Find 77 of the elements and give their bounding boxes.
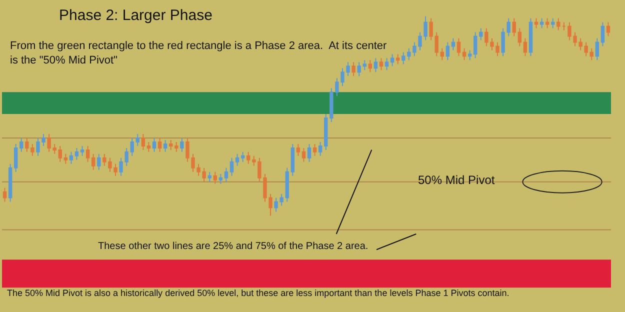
candlestick (307, 143, 312, 162)
candlestick (446, 42, 450, 61)
candlestick (14, 143, 18, 172)
candlestick (312, 143, 317, 156)
candlestick (352, 62, 356, 77)
candlestick (285, 167, 289, 202)
candlestick (368, 60, 372, 73)
candlestick (20, 137, 24, 152)
candlestick (600, 22, 605, 47)
text: These other two lines are 25% and 75% of the Phase 2 area. (98, 241, 368, 252)
candlestick (141, 133, 146, 150)
candlestick (58, 145, 62, 162)
candlestick (357, 62, 361, 77)
candlestick (551, 18, 555, 29)
candlestick (545, 18, 550, 29)
candlestick (213, 171, 218, 184)
candlestick (97, 153, 101, 170)
candlestick (562, 22, 566, 31)
candlestick (534, 18, 538, 29)
candlestick (362, 60, 366, 71)
candlestick (136, 133, 140, 146)
candlestick (208, 171, 212, 182)
candlestick (590, 48, 594, 61)
candlestick (540, 18, 544, 29)
candlestick (290, 143, 295, 176)
candlestick (474, 32, 478, 59)
candlestick (456, 38, 461, 57)
candlestick (174, 141, 178, 152)
candlestick (374, 58, 378, 73)
candlestick (69, 151, 74, 164)
candlestick (318, 141, 322, 156)
candlestick (80, 145, 84, 156)
candlestick (64, 153, 68, 164)
candlestick (384, 58, 389, 71)
chart-title: Phase 2: Larger Phase (59, 7, 212, 24)
candlestick (180, 137, 184, 152)
candlestick (462, 48, 466, 61)
candlestick (429, 18, 433, 41)
annotation: From the green rectangle to the red rectangle is a Phase 2 area. At its center is the "50% Mid Pivot" (10, 40, 387, 66)
candlestick (169, 139, 173, 150)
candlestick (396, 54, 400, 65)
candlestick (74, 147, 79, 160)
candlestick (556, 18, 560, 31)
candlestick (302, 147, 306, 162)
ref-line-label: 50% Mid Pivot (418, 173, 496, 187)
candlestick (379, 58, 384, 71)
candlestick (152, 137, 156, 152)
candlestick (479, 28, 483, 41)
candlestick (230, 157, 234, 176)
candlestick (451, 38, 456, 51)
candlestick (2, 187, 7, 202)
candlestick (528, 18, 533, 57)
candlestick (235, 153, 240, 166)
candlestick (158, 137, 162, 152)
candlestick (240, 151, 245, 162)
candlestick (130, 137, 134, 156)
candlestick (86, 145, 90, 162)
candlestick (324, 114, 328, 150)
candlestick (440, 48, 444, 61)
candlestick (390, 54, 394, 67)
candlestick (402, 52, 406, 65)
candlestick (518, 28, 522, 47)
candlestick (163, 139, 168, 152)
candlestick (434, 32, 438, 57)
candlestick (8, 163, 12, 202)
candlestick (595, 38, 600, 61)
candlestick (224, 167, 228, 182)
candlestick (146, 141, 151, 152)
candlestick (523, 38, 528, 57)
candlestick (512, 18, 516, 37)
candlestick (246, 151, 250, 164)
candlestick (606, 22, 610, 37)
text: The 50% Mid Pivot is also a historically derived 50% level, but these are less important than the levels Phase 1 Pivots contain. (7, 288, 510, 298)
candlestick (296, 143, 300, 156)
candlestick (218, 173, 223, 184)
candlestick (468, 50, 472, 61)
candlestick (91, 153, 96, 170)
